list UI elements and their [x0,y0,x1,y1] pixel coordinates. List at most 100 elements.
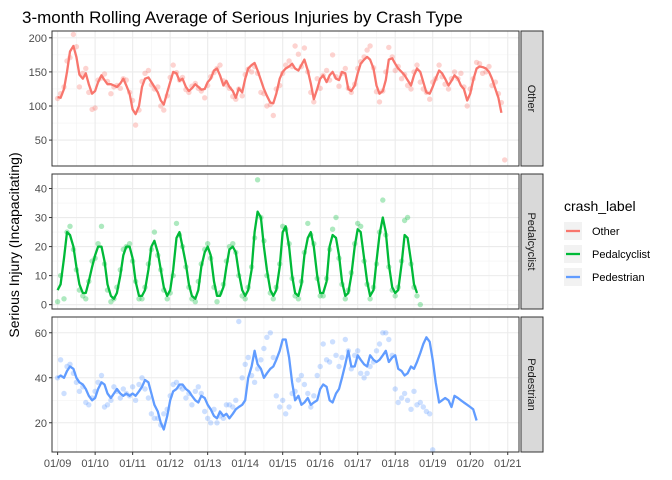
panel-background [52,31,519,166]
y-axis-title: Serious Injury (Incapacitating) [6,152,22,337]
x-tick-label: 01/12 [156,458,184,470]
data-point [342,65,348,72]
data-point [401,390,408,397]
y-tick-label: 50 [35,135,47,147]
legend: crash_label Other Pedalcyclist Pedestrian [564,198,650,286]
data-point [333,352,339,358]
data-point [67,361,73,367]
data-point [214,299,220,305]
data-point [267,330,273,336]
data-point [101,404,108,410]
data-point [358,370,364,376]
data-point [129,384,136,390]
legend-label: Other [592,226,620,238]
facet-pedalcyclist: 0 10 20 30 40 Pedalcyclist [35,173,544,312]
data-point [364,370,370,376]
data-point [61,296,67,302]
data-point [230,241,236,247]
data-point [430,447,436,453]
facet-other: 50 100 150 200 Other [29,30,544,167]
data-point [264,103,270,109]
data-point [245,354,251,361]
y-tick-label: 30 [35,213,47,225]
y-tick-label: 10 [35,271,47,283]
data-point [414,62,420,68]
data-point [339,354,345,361]
y-tick-label: 0 [41,300,47,312]
data-point [361,375,367,381]
data-point [270,354,276,361]
data-point [236,318,242,325]
panel-border [51,30,520,167]
x-tick-label: 01/20 [456,458,484,470]
data-point [161,411,167,417]
data-point [242,296,248,302]
data-point [86,402,92,408]
data-point [358,223,364,229]
y-tick-label: 20 [35,242,47,254]
data-point [76,84,83,90]
data-point [108,397,114,403]
data-point [404,214,411,221]
data-point [258,357,264,363]
data-point [436,62,442,68]
data-point [417,79,423,85]
data-point [458,70,464,77]
data-point [280,397,286,403]
data-point [323,357,330,363]
data-point [148,411,155,417]
data-point [211,406,217,412]
data-point [117,395,124,401]
data-point [139,375,145,381]
data-point [352,352,358,358]
data-point [273,393,279,399]
data-point [132,397,139,403]
data-point [314,76,320,82]
data-point [126,241,133,247]
facet-strip-label: Other [525,85,537,113]
data-point [380,197,386,203]
data-point [326,359,333,365]
data-point [355,348,361,354]
data-point [214,420,220,426]
data-point [323,67,330,74]
data-point [205,415,211,421]
x-tick-label: 01/19 [419,458,447,470]
x-tick-label: 01/16 [306,458,334,470]
data-point [145,67,152,74]
data-point [264,334,270,340]
data-point [277,404,283,410]
y-tick-label: 40 [35,184,47,196]
data-point [70,31,77,38]
data-point [329,226,336,232]
data-point [230,404,236,410]
legend-label: Pedestrian [592,272,645,284]
data-point [57,357,64,363]
y-tick-label: 60 [35,328,47,340]
data-point [111,384,117,390]
data-point [486,63,492,70]
data-point [392,67,398,74]
data-point [398,76,405,82]
data-point [336,363,342,370]
data-point [367,43,373,49]
data-point [411,388,417,394]
x-axis-ticks: 01/09 01/10 01/11 01/12 01/13 01/14 01/15 01/16… [44,452,522,470]
data-point [301,381,308,388]
data-point [61,390,67,397]
data-point [239,93,245,99]
data-point [355,220,361,227]
data-point [311,393,317,399]
data-point [54,299,61,305]
data-point [417,399,423,406]
rolling-average-line [56,336,478,431]
data-point [183,395,189,401]
x-tick-label: 01/13 [194,458,222,470]
legend-title: crash_label [564,198,636,214]
data-point [145,395,152,401]
data-point [376,341,383,347]
panel-border [51,173,520,310]
panel-border [51,316,520,453]
data-point [404,397,411,403]
data-point [83,296,89,302]
